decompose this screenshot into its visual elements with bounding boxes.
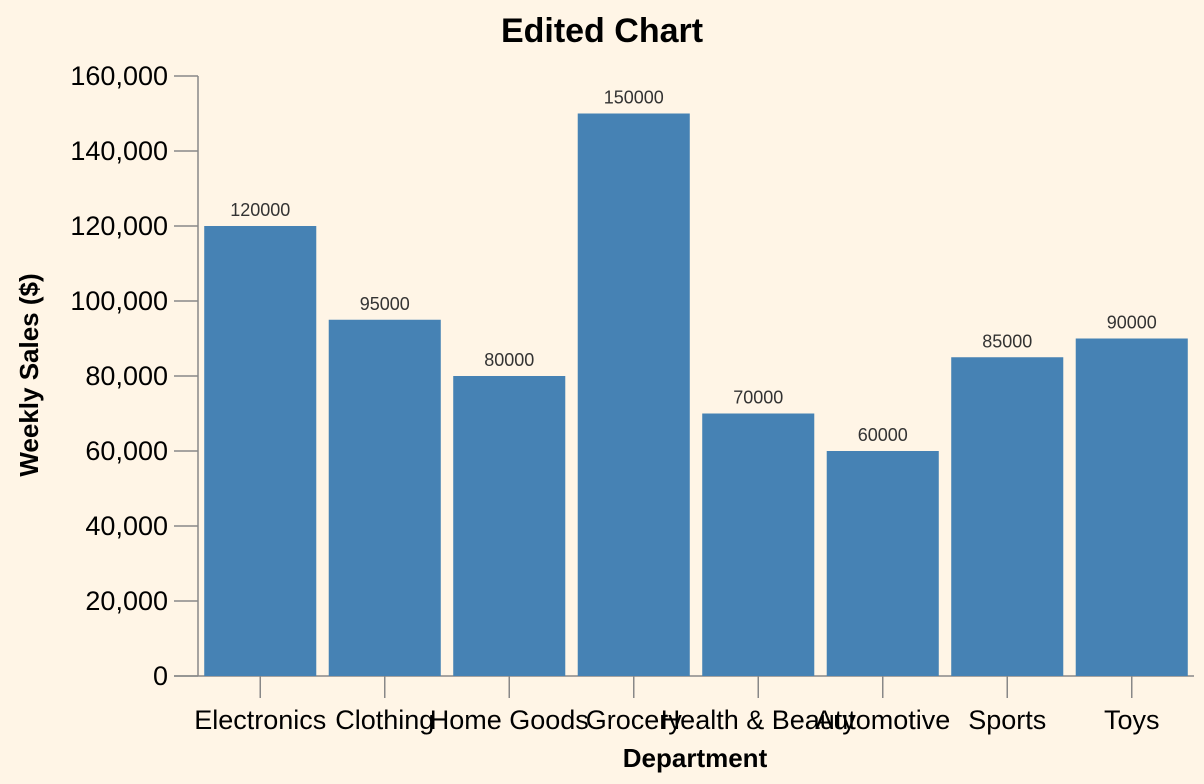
bar xyxy=(204,226,317,676)
y-tick-label: 100,000 xyxy=(70,286,168,316)
x-tick-label: Sports xyxy=(968,705,1046,735)
x-axis-title: Department xyxy=(623,743,768,773)
x-tick-label: Automotive xyxy=(815,705,950,735)
x-tick-label: Electronics xyxy=(194,705,326,735)
bar xyxy=(453,376,566,676)
bar xyxy=(702,413,815,676)
data-label: 85000 xyxy=(982,331,1032,351)
y-tick-label: 0 xyxy=(153,661,168,691)
data-label: 70000 xyxy=(733,388,783,408)
data-label: 150000 xyxy=(604,88,664,108)
y-axis: 0 20,000 40,000 60,000 80,000 100,000 120,000 1… xyxy=(70,61,199,691)
bar xyxy=(577,113,690,676)
y-axis-title: Weekly Sales ($) xyxy=(14,273,44,476)
data-labels-group: 120000 95000 80000 150000 70000 60000 85000 900… xyxy=(230,88,1157,446)
bar xyxy=(328,319,441,676)
y-tick-label: 80,000 xyxy=(85,361,168,391)
y-tick-label: 60,000 xyxy=(85,436,168,466)
x-tick-label: Health & Beauty xyxy=(661,705,857,735)
data-label: 120000 xyxy=(230,200,290,220)
data-label: 60000 xyxy=(858,425,908,445)
data-label: 95000 xyxy=(360,294,410,314)
y-tick-label: 120,000 xyxy=(70,211,168,241)
bars-group xyxy=(204,113,1188,676)
bar xyxy=(1075,338,1188,676)
x-tick-label: Home Goods xyxy=(430,705,589,735)
bar xyxy=(951,357,1064,676)
y-tick-label: 140,000 xyxy=(70,136,168,166)
bar xyxy=(826,451,939,676)
y-tick-label: 40,000 xyxy=(85,511,168,541)
x-tick-label: Toys xyxy=(1104,705,1160,735)
data-label: 90000 xyxy=(1107,313,1157,333)
x-tick-label: Grocery xyxy=(586,705,683,735)
y-tick-label: 160,000 xyxy=(70,61,168,91)
chart-title: Edited Chart xyxy=(501,12,703,50)
y-tick-label: 20,000 xyxy=(85,586,168,616)
x-tick-label: Clothing xyxy=(335,705,434,735)
data-label: 80000 xyxy=(484,350,534,370)
